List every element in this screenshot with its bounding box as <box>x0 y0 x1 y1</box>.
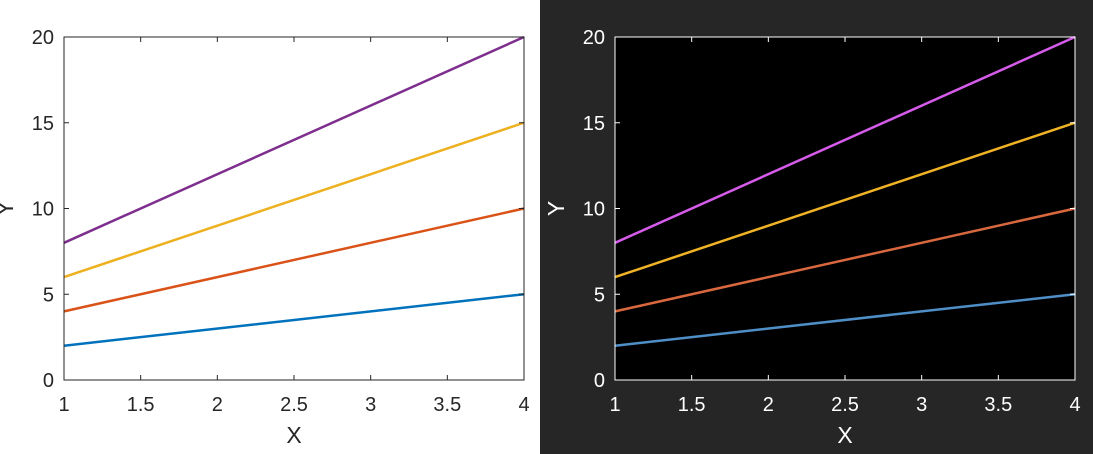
y-tick-label: 10 <box>32 199 54 221</box>
series-line-1 <box>63 293 525 347</box>
y-tick-label: 20 <box>583 27 605 49</box>
series-line-2 <box>63 207 525 313</box>
light-theme-panel: 1 1.5 2 2.5 3 3.5 4 0 5 10 15 20 X Y <box>0 0 540 454</box>
line-chart-dark: 1 1.5 2 2.5 3 3.5 4 0 5 10 15 20 X Y <box>543 27 1081 448</box>
y-tick-label: 5 <box>594 284 605 306</box>
y-tick-label: 0 <box>43 370 54 392</box>
x-tick-label: 3.5 <box>984 394 1012 416</box>
x-tick-label: 2 <box>212 394 223 416</box>
x-tick-label: 1 <box>58 394 69 416</box>
x-axis-label: X <box>286 422 301 448</box>
series-line-3 <box>63 121 525 279</box>
series-line-4 <box>614 35 1076 244</box>
x-tick-label: 2.5 <box>831 394 859 416</box>
x-tick-label: 3 <box>365 394 376 416</box>
dark-theme-panel: 1 1.5 2 2.5 3 3.5 4 0 5 10 15 20 X Y <box>540 0 1093 454</box>
y-axis-label: Y <box>0 201 18 216</box>
x-tick-label: 2.5 <box>280 394 308 416</box>
plot-area <box>615 37 1075 380</box>
y-tick-label: 10 <box>583 199 605 221</box>
y-tick-label: 15 <box>583 113 605 135</box>
x-tick-label: 1.5 <box>678 394 706 416</box>
x-axis-label: X <box>837 422 852 448</box>
x-tick-label: 2 <box>763 394 774 416</box>
y-tick-label: 20 <box>32 27 54 49</box>
series-line-3 <box>614 121 1076 279</box>
y-axis-label: Y <box>543 201 569 216</box>
x-tick-label: 4 <box>518 394 529 416</box>
x-tick-label: 4 <box>1069 394 1080 416</box>
line-chart-light: 1 1.5 2 2.5 3 3.5 4 0 5 10 15 20 X Y <box>0 27 530 448</box>
x-tick-label: 1 <box>609 394 620 416</box>
y-tick-label: 15 <box>32 113 54 135</box>
x-tick-label: 3.5 <box>433 394 461 416</box>
y-tick-label: 0 <box>594 370 605 392</box>
x-tick-label: 1.5 <box>127 394 155 416</box>
plot-area <box>64 37 524 380</box>
x-tick-label: 3 <box>916 394 927 416</box>
series-line-4 <box>63 35 525 244</box>
series-line-1 <box>614 293 1076 347</box>
series-line-2 <box>614 207 1076 313</box>
y-tick-label: 5 <box>43 284 54 306</box>
